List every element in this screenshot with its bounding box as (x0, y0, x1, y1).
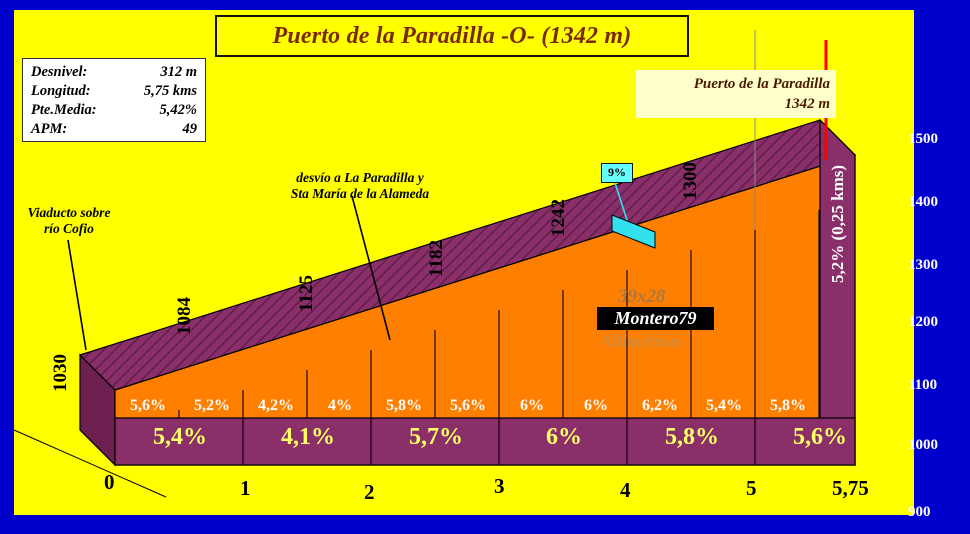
altitude-marker-1125: 1125 (296, 275, 317, 312)
x-axis-tick: 4 (620, 478, 631, 502)
x-axis-tick: 1 (240, 476, 251, 500)
y-axis-tick: 1500 (908, 131, 938, 147)
y-axis-tick: 1400 (908, 194, 938, 210)
watermark-gear: 39x28 (618, 286, 666, 307)
stat-value: 49 (182, 121, 198, 137)
stat-row: APM: 49 (31, 120, 197, 139)
climb-stats-box: Desnivel: 312 m Longitud: 5,75 kms Pte.M… (22, 58, 206, 142)
x-axis-tick: 3 (494, 474, 505, 498)
segment-500m-label: 6,2% (642, 397, 678, 414)
segment-500m-label: 4% (328, 397, 352, 414)
segment-1km-label: 5,8% (665, 424, 719, 450)
segment-500m-label: 6% (520, 397, 544, 414)
segment-500m-label: 6% (584, 397, 608, 414)
annotation-viaducto: Viaducto sobre río Cofio (27, 205, 111, 236)
y-axis-tick: 1100 (908, 377, 938, 393)
stat-label: Longitud: (31, 83, 91, 99)
y-axis-tick: 900 (908, 504, 931, 520)
altitude-marker-1182: 1182 (426, 240, 447, 277)
x-axis-tick: 0 (104, 470, 115, 494)
segment-500m-label: 5,8% (386, 397, 422, 414)
y-axis-tick: 1200 (908, 314, 938, 330)
segment-1km-label: 5,6% (793, 424, 847, 450)
altitude-marker-1242: 1242 (548, 199, 569, 237)
segment-500m-label: 5,4% (706, 397, 742, 414)
summit-name: Puerto de la Paradilla (693, 76, 830, 92)
segment-1km-label: 4,1% (281, 424, 335, 450)
summit-altitude: 1342 m (784, 96, 830, 112)
stat-row: Longitud: 5,75 kms (31, 82, 197, 101)
altitude-marker-1084: 1084 (174, 297, 195, 335)
stat-label: APM: (31, 121, 68, 137)
segment-1km-label: 6% (546, 424, 582, 450)
segment-1km-label: 5,4% (153, 424, 207, 450)
x-axis-tick: 5 (746, 476, 757, 500)
segment-500m-label-last: 5,2% (0,25 kms) (828, 164, 847, 283)
annotation-desvio: desvío a La Paradilla y Sta María de la … (290, 170, 430, 201)
altitude-marker-1030: 1030 (50, 354, 71, 392)
altitude-marker-1300: 1300 (680, 162, 701, 200)
segment-500m-label: 4,2% (258, 397, 294, 414)
x-axis-tick: 2 (364, 480, 375, 504)
stat-value: 5,75 kms (143, 83, 197, 99)
watermark-author: Montero79 (597, 307, 714, 330)
watermark-site: Altimetrías (600, 331, 683, 351)
stat-label: Desnivel: (31, 64, 88, 80)
stat-value: 312 m (160, 64, 197, 80)
chart-title: Puerto de la Paradilla -O- (1342 m) (215, 15, 689, 57)
stat-row: Pte.Media: 5,42% (31, 101, 197, 120)
chart-title-text: Puerto de la Paradilla -O- (1342 m) (272, 22, 632, 49)
x-axis-tick: 5,75 (832, 476, 869, 500)
segment-500m-label: 5,6% (130, 397, 166, 414)
summit-label: Puerto de la Paradilla 1342 m (636, 70, 836, 118)
segment-500m-label: 5,6% (450, 397, 486, 414)
gradient-marker-9pct: 9% (601, 163, 633, 183)
stat-row: Desnivel: 312 m (31, 63, 197, 82)
y-axis-tick: 1300 (908, 257, 938, 273)
y-axis-tick: 1000 (908, 437, 938, 453)
stat-label: Pte.Media: (31, 102, 97, 118)
segment-500m-label: 5,2% (194, 397, 230, 414)
segment-1km-label: 5,7% (409, 424, 463, 450)
segment-500m-label: 5,8% (770, 397, 806, 414)
stat-value: 5,42% (159, 102, 197, 118)
